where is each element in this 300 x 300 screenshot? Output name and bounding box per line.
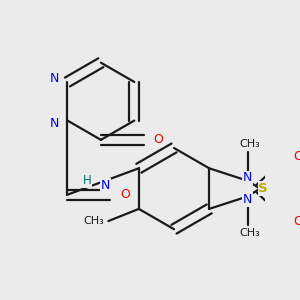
Text: N: N	[243, 171, 253, 184]
Text: O: O	[120, 188, 130, 201]
Text: CH₃: CH₃	[239, 228, 260, 238]
Text: N: N	[50, 72, 59, 86]
Text: N: N	[101, 179, 110, 192]
Text: CH₃: CH₃	[84, 216, 104, 226]
Text: N: N	[243, 193, 253, 206]
Text: S: S	[258, 182, 268, 195]
Text: N: N	[50, 117, 59, 130]
Text: CH₃: CH₃	[239, 139, 260, 149]
Text: O: O	[154, 133, 164, 146]
Text: O: O	[294, 150, 300, 163]
Text: H: H	[83, 174, 92, 187]
Text: O: O	[294, 214, 300, 228]
